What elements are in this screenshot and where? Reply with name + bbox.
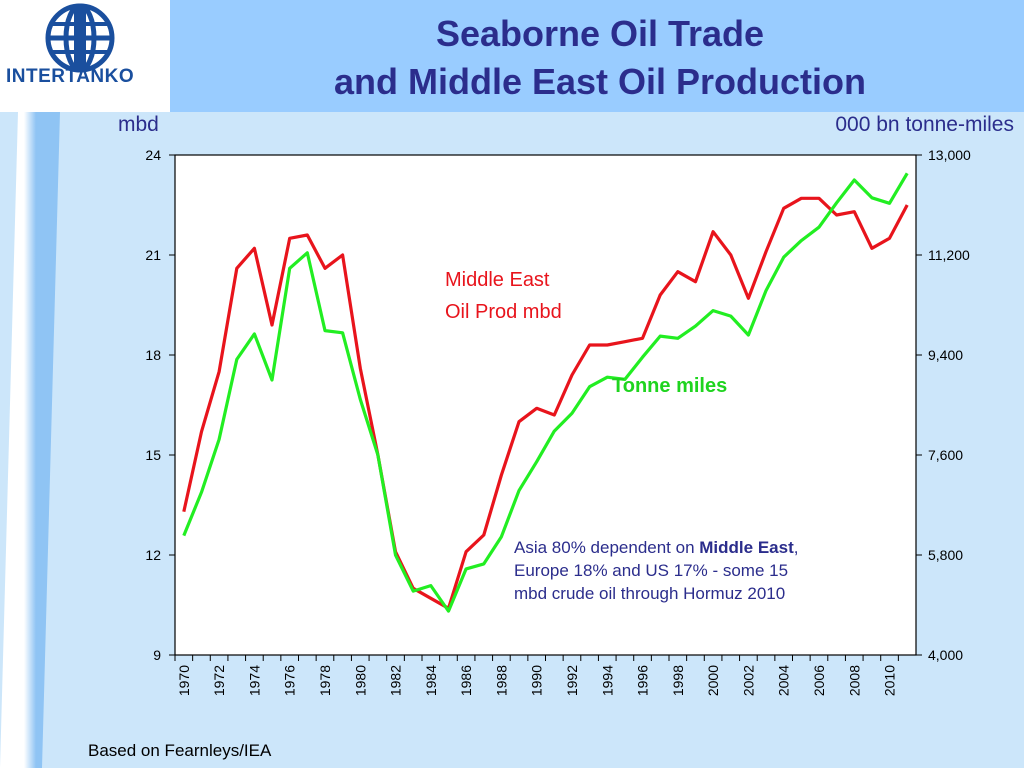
- x-tick-label: 1974: [246, 665, 262, 696]
- y-axis-right-label: 000 bn tonne-miles: [835, 113, 1014, 136]
- title-band: [170, 0, 1024, 112]
- y-right-tick-label: 7,600: [928, 447, 963, 463]
- y-right-tick-label: 9,400: [928, 347, 963, 363]
- annotation-tonne-miles: Tonne miles: [612, 375, 727, 397]
- y-right-tick-label: 13,000: [928, 147, 971, 163]
- x-tick-label: 2000: [705, 665, 721, 696]
- annotation-asia-line1: Asia 80% dependent on Middle East,: [514, 538, 798, 557]
- y-right-tick-label: 5,800: [928, 547, 963, 563]
- y-right-tick-label: 11,200: [928, 247, 970, 263]
- y-left-tick-label: 21: [145, 247, 161, 263]
- globe-logo-icon: [45, 3, 115, 73]
- x-tick-label: 1990: [529, 665, 545, 696]
- x-tick-label: 1988: [493, 665, 509, 696]
- plot-area: [174, 154, 917, 656]
- source-note: Based on Fearnleys/IEA: [88, 741, 272, 760]
- x-tick-label: 2004: [776, 665, 792, 696]
- page-title-line1: Seaborne Oil Trade: [435, 13, 765, 54]
- x-tick-label: 1970: [176, 665, 192, 696]
- annotation-asia-line2: Europe 18% and US 17% - some 15: [514, 561, 788, 580]
- x-tick-label: 1986: [458, 665, 474, 696]
- x-tick-label: 2002: [740, 665, 756, 696]
- x-tick-label: 1972: [211, 665, 227, 696]
- x-tick-label: 1978: [317, 665, 333, 696]
- y-right-tick-label: 4,000: [928, 647, 963, 663]
- y-left-tick-label: 18: [145, 347, 161, 363]
- x-tick-label: 1984: [423, 665, 439, 696]
- logo-box: INTERTANKO: [0, 0, 170, 112]
- y-left-tick-label: 15: [145, 447, 161, 463]
- x-tick-label: 2010: [882, 665, 898, 696]
- x-tick-label: 1998: [670, 665, 686, 696]
- x-tick-label: 1982: [388, 665, 404, 696]
- x-tick-label: 2006: [811, 665, 827, 696]
- x-tick-label: 1976: [282, 665, 298, 696]
- y-left-tick-label: 24: [145, 147, 161, 163]
- y-left-tick-label: 9: [153, 647, 161, 663]
- x-tick-label: 1994: [599, 665, 615, 696]
- x-tick-label: 2008: [846, 665, 862, 696]
- logo-text: INTERTANKO: [6, 66, 135, 87]
- annotation-middle-east-line1: Middle East: [445, 269, 550, 291]
- x-tick-label: 1980: [352, 665, 368, 696]
- annotation-asia-line3: mbd crude oil through Hormuz 2010: [514, 584, 785, 603]
- y-axis-left-label: mbd: [118, 113, 159, 136]
- page-title-line2: and Middle East Oil Production: [333, 61, 867, 102]
- annotation-middle-east-line2: Oil Prod mbd: [445, 301, 562, 323]
- y-left-tick-label: 12: [145, 547, 161, 563]
- series-line-middle-east: [182, 196, 909, 610]
- x-tick-label: 1996: [635, 665, 651, 696]
- x-tick-label: 1992: [564, 665, 580, 696]
- series-line-tonne-miles: [182, 172, 909, 613]
